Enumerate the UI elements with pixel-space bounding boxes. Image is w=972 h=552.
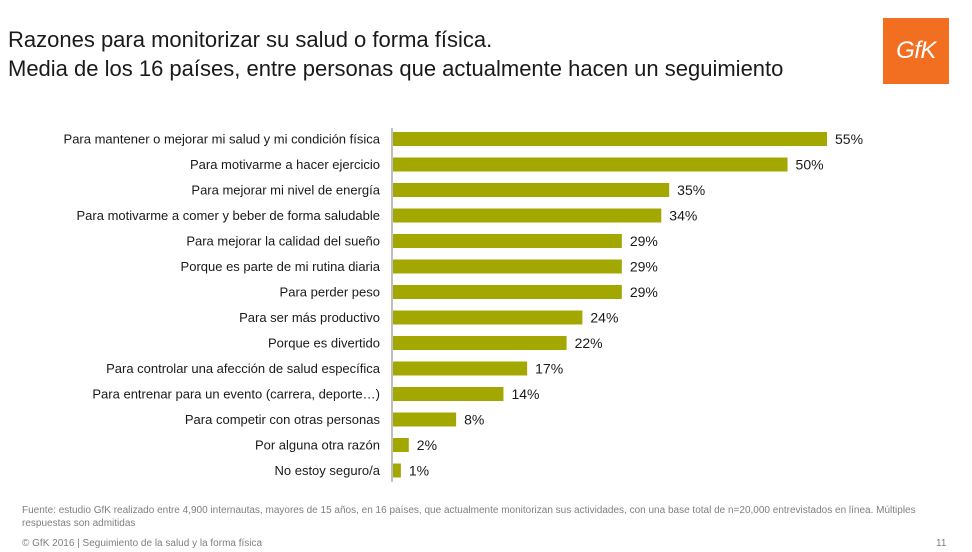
value-label: 29% [630,233,658,249]
value-label: 34% [669,208,697,224]
title-line-1: Razones para monitorizar su salud o form… [8,27,493,52]
value-label: 14% [511,386,539,402]
value-label: 55% [835,131,863,147]
gfk-logo: GfK [883,18,949,84]
value-label: 22% [575,335,603,351]
value-label: 50% [796,157,824,173]
value-label: 2% [417,437,437,453]
category-label: Para controlar una afección de salud esp… [106,361,381,376]
copyright-text: © GfK 2016 | Seguimiento de la salud y l… [22,538,263,549]
source-note: Fuente: estudio GfK realizado entre 4,90… [22,505,916,529]
bar [393,157,788,172]
category-label: Para motivarme a hacer ejercicio [190,157,380,172]
page-title: Razones para monitorizar su salud o form… [8,25,888,83]
bar [393,412,457,427]
value-label: 1% [409,463,429,479]
value-label: 29% [630,259,658,275]
page-number: 11 [936,538,947,549]
bar [393,336,567,350]
category-label: No estoy seguro/a [274,463,380,478]
bar-chart: Para mantener o mejorar mi salud y mi co… [64,128,863,482]
gfk-logo-text: GfK [896,37,936,64]
bar [393,285,622,299]
value-label: 29% [630,284,658,300]
category-label: Para perder peso [280,285,380,300]
category-label: Para mantener o mejorar mi salud y mi co… [64,132,381,147]
bar [393,208,662,223]
value-label: 35% [677,182,705,198]
category-label: Por alguna otra razón [255,438,380,453]
category-label: Para motivarme a comer y beber de forma … [77,208,380,223]
category-label: Para entrenar para un evento (carrera, d… [92,387,380,402]
bar [393,259,622,274]
category-label: Porque es parte de mi rutina diaria [181,259,381,274]
value-label: 17% [535,361,563,377]
category-label: Para mejorar mi nivel de energía [191,183,380,198]
category-label: Para mejorar la calidad del sueño [186,234,380,249]
bar [393,438,409,452]
category-label: Para ser más productivo [239,310,380,325]
bar [393,387,504,401]
category-label: Para competir con otras personas [185,412,381,427]
title-line-2: Media de los 16 países, entre personas q… [8,56,784,81]
bar [393,132,827,146]
bar [393,183,670,197]
bar [393,310,583,325]
bar [393,361,528,376]
bar [393,463,401,478]
value-label: 8% [464,412,484,428]
category-label: Porque es divertido [268,336,380,351]
bar [393,234,622,248]
value-label: 24% [590,310,618,326]
